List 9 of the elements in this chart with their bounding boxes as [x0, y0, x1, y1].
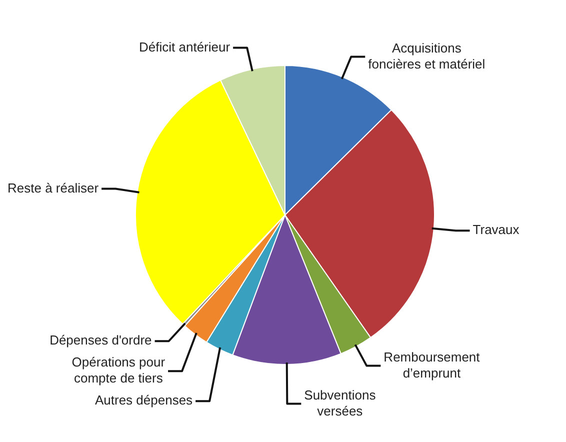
slice-label: Acquisitions foncières et matériel: [368, 40, 486, 72]
slice-label: Reste à réaliser: [7, 180, 100, 196]
slice-label: Remboursement d’emprunt: [384, 349, 480, 380]
slice-label: Autres dépenses: [94, 392, 194, 408]
slice-label: Déficit antérieur: [139, 39, 231, 54]
slice-label: Dépenses d'ordre: [50, 332, 152, 348]
slice-label: Subventions versées: [304, 387, 376, 418]
slice-label: Opérations pour compte de tiers: [72, 354, 166, 386]
slice-label: Travaux: [472, 222, 520, 238]
